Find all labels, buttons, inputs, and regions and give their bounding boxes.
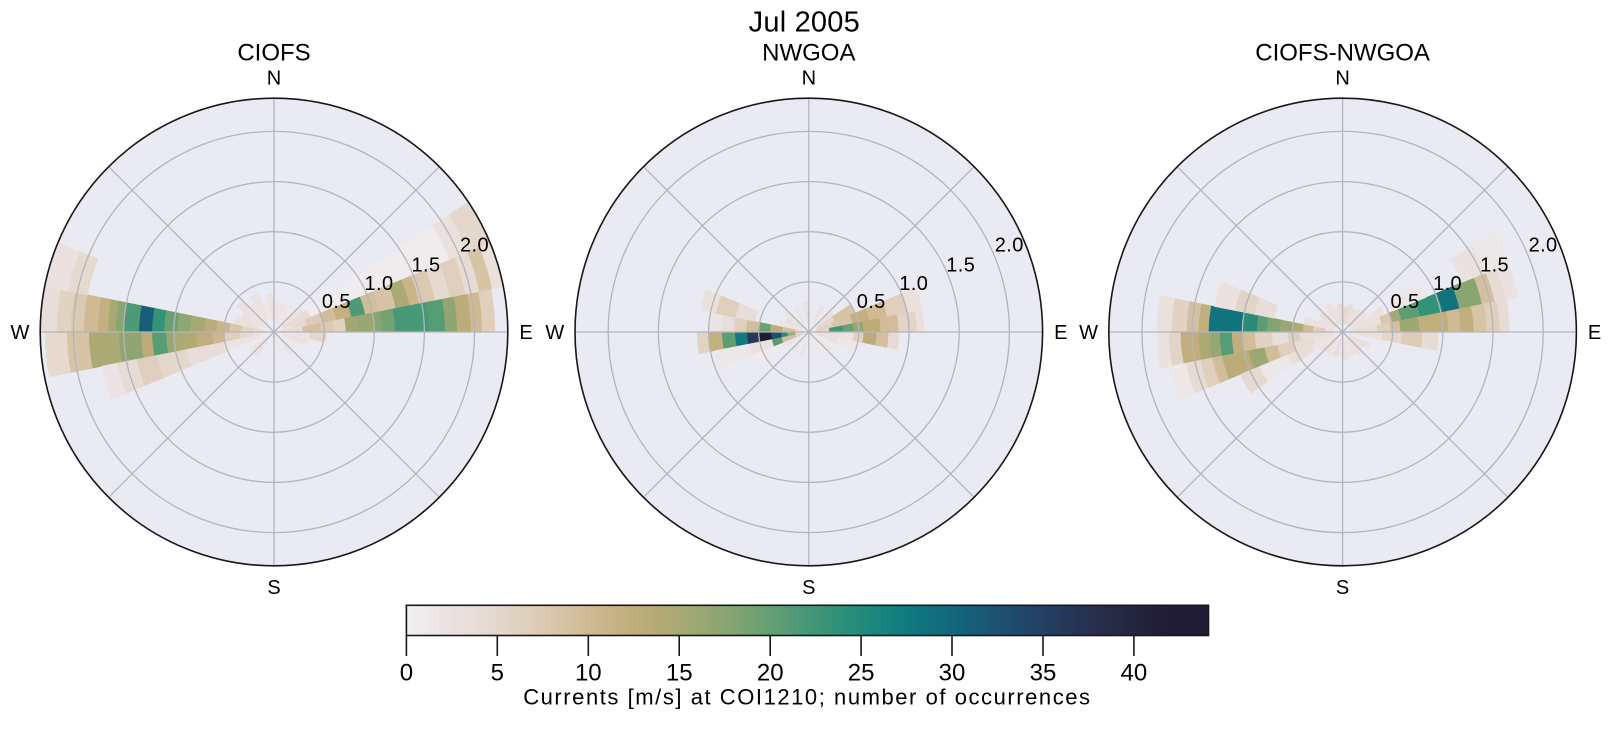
svg-text:S: S bbox=[1336, 577, 1349, 599]
svg-text:NWGOA: NWGOA bbox=[762, 39, 855, 66]
svg-text:2.0: 2.0 bbox=[1529, 235, 1558, 257]
svg-text:W: W bbox=[545, 322, 564, 344]
svg-text:40: 40 bbox=[1121, 660, 1148, 687]
svg-text:1.0: 1.0 bbox=[364, 273, 393, 295]
svg-text:15: 15 bbox=[666, 660, 693, 687]
svg-text:CIOFS-NWGOA: CIOFS-NWGOA bbox=[1255, 39, 1430, 66]
svg-text:Currents [m/s] at COI1210; num: Currents [m/s] at COI1210; number of occ… bbox=[523, 685, 1091, 710]
svg-text:1.5: 1.5 bbox=[411, 255, 440, 277]
svg-text:N: N bbox=[1335, 67, 1349, 89]
svg-text:1.0: 1.0 bbox=[899, 273, 928, 295]
svg-text:0.5: 0.5 bbox=[1390, 291, 1419, 313]
svg-text:5: 5 bbox=[491, 660, 504, 687]
svg-text:S: S bbox=[267, 577, 280, 599]
svg-text:20: 20 bbox=[757, 660, 784, 687]
svg-text:N: N bbox=[802, 67, 816, 89]
svg-text:35: 35 bbox=[1030, 660, 1057, 687]
svg-text:1.5: 1.5 bbox=[946, 255, 975, 277]
svg-text:30: 30 bbox=[939, 660, 966, 687]
svg-text:10: 10 bbox=[575, 660, 602, 687]
svg-text:0.5: 0.5 bbox=[322, 291, 351, 313]
svg-text:E: E bbox=[1054, 322, 1067, 344]
svg-text:0: 0 bbox=[400, 660, 413, 687]
svg-text:2.0: 2.0 bbox=[460, 235, 489, 257]
svg-text:2.0: 2.0 bbox=[995, 235, 1024, 257]
svg-text:CIOFS: CIOFS bbox=[237, 39, 310, 66]
svg-text:Jul 2005: Jul 2005 bbox=[749, 7, 860, 39]
svg-text:1.5: 1.5 bbox=[1480, 255, 1509, 277]
svg-text:25: 25 bbox=[848, 660, 875, 687]
svg-text:S: S bbox=[802, 577, 815, 599]
svg-text:0.5: 0.5 bbox=[857, 291, 886, 313]
svg-text:E: E bbox=[519, 322, 532, 344]
svg-text:1.0: 1.0 bbox=[1433, 273, 1462, 295]
svg-text:N: N bbox=[267, 67, 281, 89]
svg-text:W: W bbox=[1079, 322, 1098, 344]
svg-text:W: W bbox=[11, 322, 30, 344]
svg-text:E: E bbox=[1588, 322, 1601, 344]
